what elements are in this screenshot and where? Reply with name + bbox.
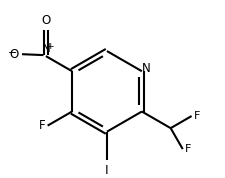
Text: F: F xyxy=(193,111,200,121)
Text: O: O xyxy=(10,48,19,61)
Text: N: N xyxy=(141,62,150,75)
Text: N: N xyxy=(41,42,50,55)
Text: I: I xyxy=(105,164,108,177)
Text: O: O xyxy=(41,14,50,27)
Text: −: − xyxy=(8,48,18,58)
Text: F: F xyxy=(184,144,191,154)
Text: F: F xyxy=(38,119,45,132)
Text: +: + xyxy=(46,42,54,51)
